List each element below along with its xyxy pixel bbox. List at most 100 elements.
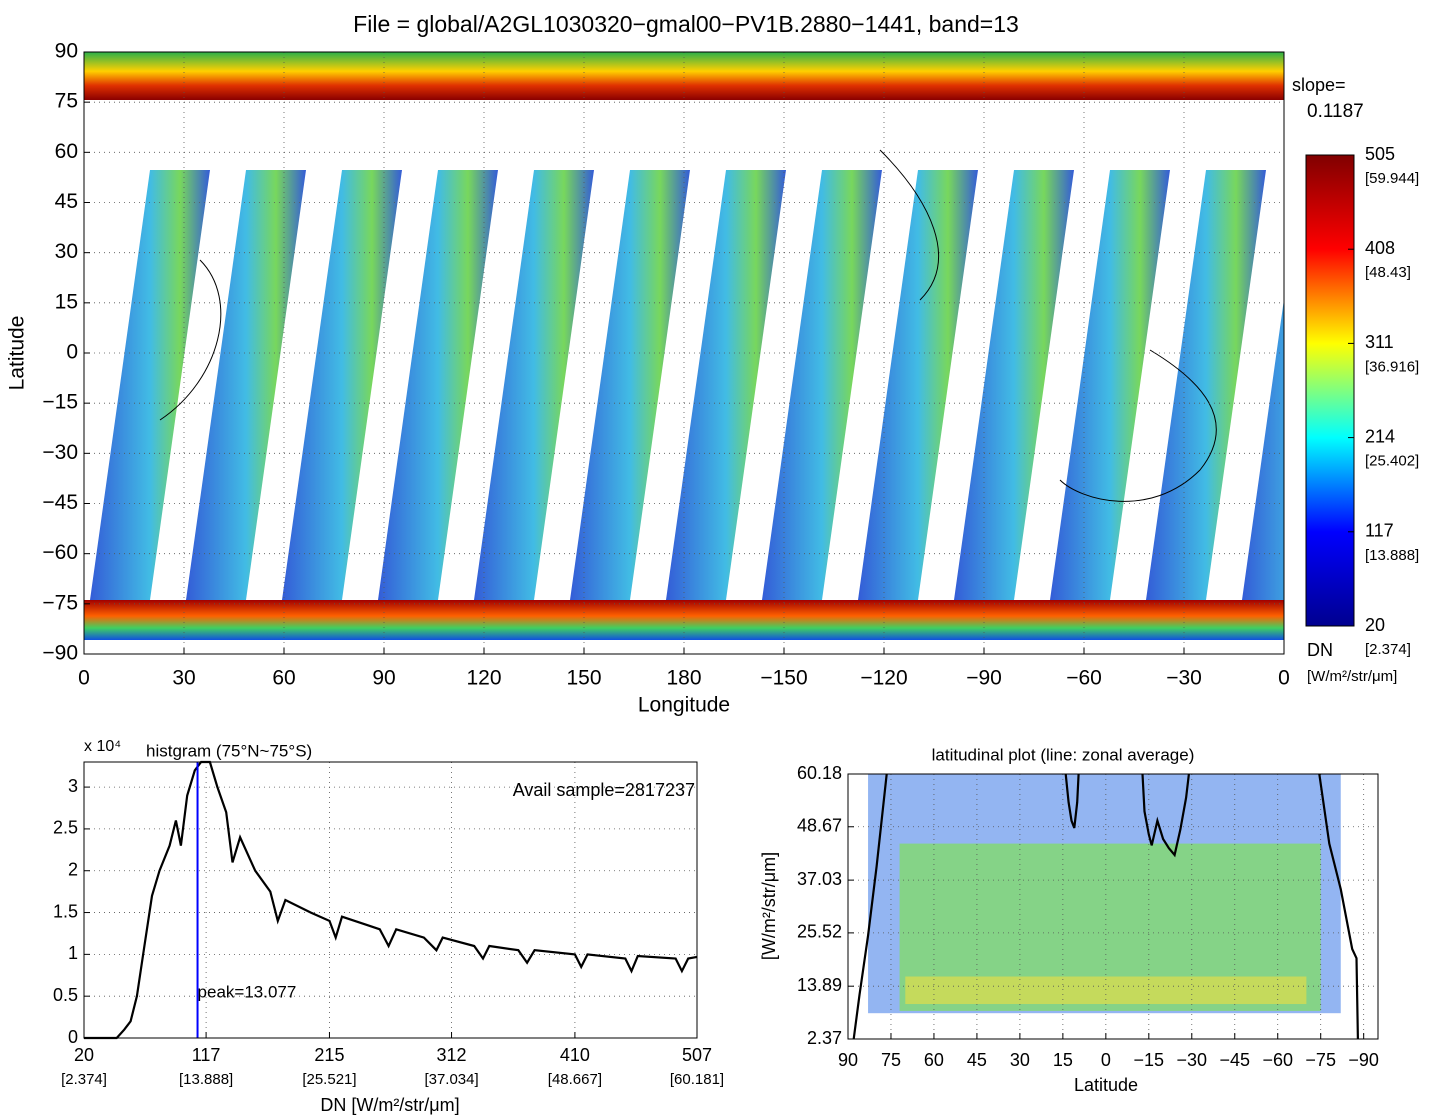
x-tick-label: −45 xyxy=(1219,1050,1250,1070)
data-line xyxy=(84,760,698,1040)
peak-label: peak=13.077 xyxy=(198,982,297,1001)
y-tick-label: 1.5 xyxy=(53,901,78,921)
x-tick-label: −60 xyxy=(1066,667,1102,690)
x-tick-sublabel: [48.667] xyxy=(548,1071,602,1088)
swath xyxy=(282,170,402,600)
x-tick-label: 120 xyxy=(466,667,501,690)
colorbar-tick-label: 311 xyxy=(1365,332,1394,352)
colorbar-sublabel: [13.888] xyxy=(1365,547,1419,564)
x-tick-sublabel: [13.888] xyxy=(179,1071,233,1088)
colorbar-tick-label: 214 xyxy=(1365,426,1395,446)
density-cloud xyxy=(868,774,1341,1014)
y-tick-label: 60.18 xyxy=(797,763,842,783)
map-image xyxy=(84,52,1284,640)
swath xyxy=(378,170,498,600)
x-tick-label: 180 xyxy=(666,667,701,690)
swath xyxy=(90,170,210,600)
y-tick-label: 0 xyxy=(68,1027,78,1047)
x-tick-label: 30 xyxy=(1010,1050,1030,1070)
swath xyxy=(666,170,786,600)
y-tick-label: −45 xyxy=(42,491,78,514)
y-tick-label: 48.67 xyxy=(797,816,842,836)
x-tick-label: 30 xyxy=(172,667,195,690)
x-tick-label: −150 xyxy=(760,667,807,690)
y-tick-label: 13.89 xyxy=(797,975,842,995)
colorbar-unit: [W/m²/str/μm] xyxy=(1307,668,1397,685)
x-tick-label: 410 xyxy=(560,1045,590,1065)
colorbar-sublabel: [48.43] xyxy=(1365,264,1411,281)
y-tick-label: 90 xyxy=(55,40,78,63)
x-tick-label: −30 xyxy=(1177,1050,1208,1070)
slope-value: 0.1187 xyxy=(1307,101,1364,122)
colorbar-label: DN xyxy=(1307,640,1333,660)
swath xyxy=(186,170,306,600)
y-tick-label: 25.52 xyxy=(797,922,842,942)
y-tick-label: −75 xyxy=(42,591,78,614)
plot-frame xyxy=(83,51,1285,655)
data-line xyxy=(852,774,1359,1039)
x-tick-label: 117 xyxy=(192,1045,221,1065)
y-tick-label: 75 xyxy=(55,90,78,113)
x-tick-label: 312 xyxy=(437,1045,467,1065)
y-tick-label: 30 xyxy=(55,240,78,263)
colorbar xyxy=(1305,154,1355,627)
y-tick-label: 2.37 xyxy=(807,1028,842,1048)
colorbar-sublabel: [25.402] xyxy=(1365,453,1419,470)
annotation: Avail sample=2817237 xyxy=(513,780,695,800)
y-tick-label: 0.5 xyxy=(53,985,78,1005)
x-tick-label: −90 xyxy=(1348,1050,1379,1070)
y-tick-label: 60 xyxy=(55,140,78,163)
y-tick-label: −60 xyxy=(42,541,78,564)
x-tick-sublabel: [25.521] xyxy=(302,1071,356,1088)
x-tick-label: 0 xyxy=(1278,667,1290,690)
swath xyxy=(1242,299,1284,600)
x-tick-label: 90 xyxy=(838,1050,858,1070)
plot-frame xyxy=(83,761,698,1039)
y-tick-label: −30 xyxy=(42,441,78,464)
y-tick-label: 0 xyxy=(66,341,78,364)
x-tick-label: −120 xyxy=(860,667,907,690)
x-tick-label: 15 xyxy=(1053,1050,1073,1070)
colorbar-sublabel: [2.374] xyxy=(1365,641,1411,658)
colorbar-sublabel: [59.944] xyxy=(1365,170,1419,187)
y-tick-label: −15 xyxy=(42,391,78,414)
slope-label: slope= xyxy=(1292,75,1346,95)
x-tick-label: −60 xyxy=(1262,1050,1293,1070)
x-tick-label: 0 xyxy=(78,667,90,690)
x-tick-sublabel: [2.374] xyxy=(61,1071,107,1088)
polar-band xyxy=(84,600,1284,640)
x-tick-sublabel: [37.034] xyxy=(424,1071,478,1088)
y-tick-label: 15 xyxy=(55,290,78,313)
colorbar-tick-label: 117 xyxy=(1365,521,1394,541)
y-tick-label: 1 xyxy=(68,943,78,963)
land-outline xyxy=(159,149,1217,502)
x-tick-label: 0 xyxy=(1101,1050,1111,1070)
y-tick-label: 45 xyxy=(55,190,78,213)
chart-title: File = global/A2GL1030320−gmal00−PV1B.28… xyxy=(353,11,1019,37)
swath xyxy=(474,170,594,600)
x-tick-label: −30 xyxy=(1166,667,1202,690)
chart-title: histgram (75°N~75°S) xyxy=(146,741,312,760)
x-tick-label: −90 xyxy=(966,667,1002,690)
x-tick-label: 45 xyxy=(967,1050,987,1070)
swath xyxy=(1146,170,1266,600)
x-tick-sublabel: [60.181] xyxy=(670,1071,724,1088)
y-tick-label: 2.5 xyxy=(53,818,78,838)
plot-area xyxy=(84,762,697,1038)
x-tick-label: 150 xyxy=(566,667,601,690)
decoration xyxy=(84,52,1284,640)
x-tick-label: 90 xyxy=(372,667,395,690)
colorbar-tick-label: 20 xyxy=(1365,615,1385,635)
y-axis-label: Latitude xyxy=(6,316,29,391)
y-tick-label: −90 xyxy=(42,642,78,665)
x-tick-label: 215 xyxy=(314,1045,344,1065)
x-axis-label: Latitude xyxy=(1074,1075,1138,1095)
x-tick-label: −15 xyxy=(1134,1050,1165,1070)
y-tick-label: 2 xyxy=(68,859,78,879)
plot-frame xyxy=(847,773,1379,1040)
y-tick-label: 37.03 xyxy=(797,869,842,889)
swath xyxy=(570,170,690,600)
colorbar-tick-label: 505 xyxy=(1365,144,1395,164)
x-axis-label: Longitude xyxy=(638,694,730,717)
